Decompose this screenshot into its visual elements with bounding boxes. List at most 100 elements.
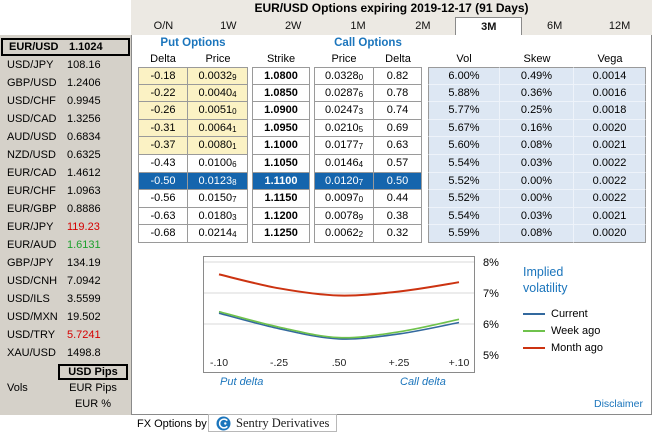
strike-cell[interactable]: 1.1250 bbox=[252, 225, 310, 243]
vega-cell: 0.0021 bbox=[574, 207, 646, 226]
put-delta-cell[interactable]: -0.68 bbox=[138, 225, 188, 243]
pair-row-eurgbp[interactable]: EUR/GBP 0.8886 bbox=[0, 200, 131, 218]
put-delta-cell[interactable]: -0.63 bbox=[138, 207, 188, 226]
col-header-put-delta: Delta bbox=[150, 53, 176, 65]
call-price-cell[interactable]: 0.01207 bbox=[314, 172, 374, 191]
tab-2w[interactable]: 2W bbox=[260, 17, 326, 36]
tab-1m[interactable]: 1M bbox=[325, 17, 391, 36]
sentry-logo-icon bbox=[216, 416, 231, 430]
strike-cell[interactable]: 1.0800 bbox=[252, 67, 310, 85]
pair-value: 1.0963 bbox=[67, 185, 101, 197]
put-delta-cell[interactable]: -0.31 bbox=[138, 119, 188, 138]
call-price-cell[interactable]: 0.02876 bbox=[314, 84, 374, 103]
put-delta-cell[interactable]: -0.56 bbox=[138, 190, 188, 208]
tab-3m[interactable]: 3M bbox=[455, 17, 523, 36]
put-delta-cell[interactable]: -0.26 bbox=[138, 102, 188, 120]
call-delta-cell[interactable]: 0.69 bbox=[374, 119, 422, 138]
put-price-cell[interactable]: 0.00801 bbox=[188, 137, 248, 155]
call-price-cell[interactable]: 0.01464 bbox=[314, 154, 374, 173]
pair-label: EUR/CAD bbox=[7, 167, 57, 179]
vols-label: Vols bbox=[7, 382, 28, 394]
pair-row-usdtry[interactable]: USD/TRY 5.7241 bbox=[0, 326, 131, 344]
call-price-cell[interactable]: 0.00970 bbox=[314, 190, 374, 208]
call-price-cell[interactable]: 0.02105 bbox=[314, 119, 374, 138]
put-price-cell[interactable]: 0.01006 bbox=[188, 154, 248, 173]
tab-o-n[interactable]: O/N bbox=[131, 17, 196, 36]
call-price-cell[interactable]: 0.00789 bbox=[314, 207, 374, 226]
put-delta-cell[interactable]: -0.43 bbox=[138, 154, 188, 173]
skew-cell: 0.49% bbox=[500, 67, 574, 85]
tab-1w[interactable]: 1W bbox=[195, 17, 261, 36]
pair-row-eurchf[interactable]: EUR/CHF 1.0963 bbox=[0, 182, 131, 200]
tab-12m[interactable]: 12M bbox=[587, 17, 652, 36]
call-price-cell[interactable]: 0.03280 bbox=[314, 67, 374, 85]
pair-row-usdils[interactable]: USD/ILS 3.5599 bbox=[0, 290, 131, 308]
put-delta-cell[interactable]: -0.50 bbox=[138, 172, 188, 191]
put-delta-cell[interactable]: -0.37 bbox=[138, 137, 188, 155]
put-delta-cell[interactable]: -0.18 bbox=[138, 67, 188, 85]
col-header-vega: Vega bbox=[597, 53, 623, 65]
pair-row-usdcnh[interactable]: USD/CNH 7.0942 bbox=[0, 272, 131, 290]
series-line-current bbox=[218, 312, 460, 340]
call-delta-cell[interactable]: 0.63 bbox=[374, 137, 422, 155]
put-price-cell[interactable]: 0.00510 bbox=[188, 102, 248, 120]
call-delta-cell[interactable]: 0.44 bbox=[374, 190, 422, 208]
svg-text:5%: 5% bbox=[483, 350, 499, 362]
usd-pips-button[interactable]: USD Pips bbox=[58, 364, 128, 380]
call-delta-cell[interactable]: 0.78 bbox=[374, 84, 422, 103]
put-price-cell[interactable]: 0.00404 bbox=[188, 84, 248, 103]
strike-cell[interactable]: 1.1100 bbox=[252, 172, 310, 191]
pair-row-usdchf[interactable]: USD/CHF 0.9945 bbox=[0, 92, 131, 110]
strike-cell[interactable]: 1.0850 bbox=[252, 84, 310, 103]
put-price-cell[interactable]: 0.01507 bbox=[188, 190, 248, 208]
pair-row-nzdusd[interactable]: NZD/USD 0.6325 bbox=[0, 146, 131, 164]
call-price-cell[interactable]: 0.01777 bbox=[314, 137, 374, 155]
chart-legend-items: Current Week ago Month ago bbox=[523, 305, 603, 356]
pair-row-eurusd[interactable]: EUR/USD 1.1024 bbox=[1, 38, 130, 56]
chart-legend: Implied volatility Current Week ago Month … bbox=[523, 264, 603, 356]
eur-pips-button[interactable]: EUR Pips bbox=[69, 382, 117, 394]
pair-row-xauusd[interactable]: XAU/USD 1498.8 bbox=[0, 344, 131, 362]
put-price-cell[interactable]: 0.01238 bbox=[188, 172, 248, 191]
pair-row-usdmxn[interactable]: USD/MXN 19.502 bbox=[0, 308, 131, 326]
strike-cell[interactable]: 1.0900 bbox=[252, 102, 310, 120]
call-delta-cell[interactable]: 0.38 bbox=[374, 207, 422, 226]
call-price-cell[interactable]: 0.00622 bbox=[314, 225, 374, 243]
legend-item-month-ago: Month ago bbox=[523, 339, 603, 356]
col-header-vol: Vol bbox=[456, 53, 472, 65]
call-price-cell[interactable]: 0.02473 bbox=[314, 102, 374, 120]
tab-6m[interactable]: 6M bbox=[522, 17, 588, 36]
call-delta-cell[interactable]: 0.57 bbox=[374, 154, 422, 173]
pair-label: USD/CNH bbox=[7, 275, 58, 287]
pair-row-audusd[interactable]: AUD/USD 0.6834 bbox=[0, 128, 131, 146]
pair-row-euraud[interactable]: EUR/AUD 1.6131 bbox=[0, 236, 131, 254]
pair-row-usdjpy[interactable]: USD/JPY 108.16 bbox=[0, 56, 131, 74]
pair-row-eurcad[interactable]: EUR/CAD 1.4612 bbox=[0, 164, 131, 182]
strike-cell[interactable]: 1.1150 bbox=[252, 190, 310, 208]
pair-row-gbpusd[interactable]: GBP/USD 1.2406 bbox=[0, 74, 131, 92]
sentry-brand-link[interactable]: Sentry Derivatives bbox=[208, 414, 338, 432]
pair-row-gbpjpy[interactable]: GBP/JPY 134.19 bbox=[0, 254, 131, 272]
pair-value: 1.6131 bbox=[67, 239, 101, 251]
tab-bar: O/N 1W 2W 1M 2M 3M 6M 12M bbox=[131, 17, 652, 36]
put-price-cell[interactable]: 0.01803 bbox=[188, 207, 248, 226]
call-delta-cell[interactable]: 0.50 bbox=[374, 172, 422, 191]
call-delta-cell[interactable]: 0.74 bbox=[374, 102, 422, 120]
put-delta-cell[interactable]: -0.22 bbox=[138, 84, 188, 103]
put-price-cell[interactable]: 0.00329 bbox=[188, 67, 248, 85]
strike-cell[interactable]: 1.0950 bbox=[252, 119, 310, 138]
tab-2m[interactable]: 2M bbox=[390, 17, 456, 36]
pair-row-eurjpy[interactable]: EUR/JPY 119.23 bbox=[0, 218, 131, 236]
strike-cell[interactable]: 1.1050 bbox=[252, 154, 310, 173]
eur-percent-button[interactable]: EUR % bbox=[74, 398, 112, 410]
call-delta-cell[interactable]: 0.82 bbox=[374, 67, 422, 85]
call-delta-cell[interactable]: 0.32 bbox=[374, 225, 422, 243]
svg-text:.50: .50 bbox=[332, 357, 347, 369]
strike-cell[interactable]: 1.1200 bbox=[252, 207, 310, 226]
strike-cell[interactable]: 1.1000 bbox=[252, 137, 310, 155]
put-price-cell[interactable]: 0.00641 bbox=[188, 119, 248, 138]
put-price-cell[interactable]: 0.02144 bbox=[188, 225, 248, 243]
disclaimer-link[interactable]: Disclaimer bbox=[594, 398, 644, 410]
pair-row-usdcad[interactable]: USD/CAD 1.3256 bbox=[0, 110, 131, 128]
pair-value: 0.6325 bbox=[67, 149, 101, 161]
